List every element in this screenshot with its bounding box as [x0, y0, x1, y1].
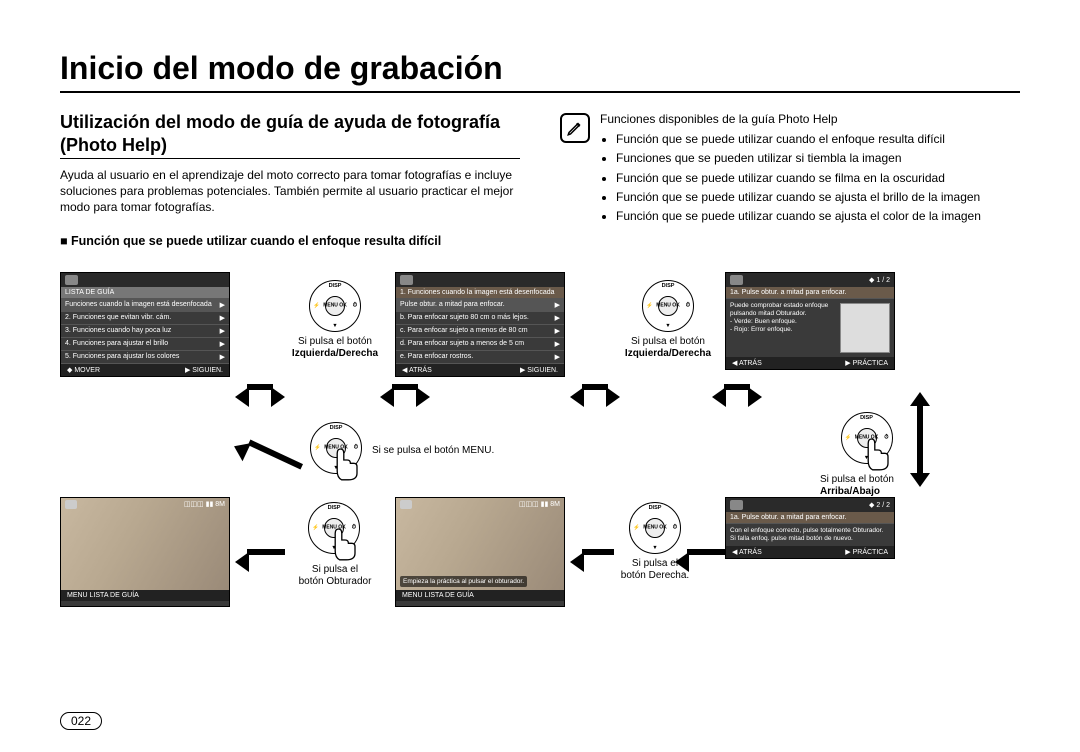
- camera-screen-guide-list: LISTA DE GUÍA Funciones cuando la imagen…: [60, 272, 230, 377]
- flow-diagram: LISTA DE GUÍA Funciones cuando la imagen…: [60, 272, 1020, 652]
- camera-icon: [65, 275, 78, 285]
- note-list: Función que se puede utilizar cuando el …: [600, 131, 1020, 224]
- thumb-illustration: [840, 303, 890, 353]
- hand-menu-step: DISP▼⚡⏱MENU OK Si se pulsa el botón MENU…: [310, 422, 510, 480]
- camera-screen-tip-2: ◆ 2 / 2 1a. Pulse obtur. a mitad para en…: [725, 497, 895, 559]
- camera-screen-live: ◫◫◫ ▮▮ 8M MENU LISTA DE GUÍA: [60, 497, 230, 607]
- note-item: Función que se puede utilizar cuando el …: [616, 131, 1020, 147]
- dpad-step-right: DISP▼⚡⏱MENU OK Si pulsa elbotón Derecha.: [610, 502, 700, 582]
- camera-screen-submenu: 1. Funciones cuando la imagen está desen…: [395, 272, 565, 377]
- note-body: Funciones disponibles de la guía Photo H…: [600, 111, 1020, 227]
- page-title: Inicio del modo de grabación: [60, 50, 1020, 93]
- two-column-layout: Utilización del modo de guía de ayuda de…: [60, 111, 1020, 254]
- arrow-diagonal: [238, 437, 301, 467]
- note-item: Función que se puede utilizar cuando se …: [616, 189, 1020, 205]
- dpad-step-updown: DISP▼⚡⏱MENU OK Si pulsa el botónArriba/A…: [820, 412, 915, 498]
- section-subtitle: Utilización del modo de guía de ayuda de…: [60, 111, 520, 159]
- subsection-heading: ■ Función que se puede utilizar cuando e…: [60, 234, 520, 248]
- right-column: Funciones disponibles de la guía Photo H…: [560, 111, 1020, 254]
- camera-screen-practice: ◫◫◫ ▮▮ 8M Empieza la práctica al pulsar …: [395, 497, 565, 607]
- note-item: Función que se puede utilizar cuando se …: [616, 170, 1020, 186]
- dpad-step-1: DISP▼ ⚡⏱ MENU OK Si pulsa el botónIzquie…: [285, 280, 385, 360]
- left-column: Utilización del modo de guía de ayuda de…: [60, 111, 520, 254]
- note-title: Funciones disponibles de la guía Photo H…: [600, 111, 1020, 127]
- note-item: Función que se puede utilizar cuando se …: [616, 208, 1020, 224]
- camera-screen-tip-1: ◆ 1 / 2 1a. Pulse obtur. a mitad para en…: [725, 272, 895, 370]
- intro-paragraph: Ayuda al usuario en el aprendizaje del m…: [60, 167, 520, 216]
- note-pencil-icon: [560, 113, 590, 143]
- page-number: 022: [60, 712, 102, 730]
- dpad-step-2: DISP▼⚡⏱MENU OK Si pulsa el botónIzquierd…: [618, 280, 718, 360]
- dpad-icon: DISP▼ ⚡⏱ MENU OK: [309, 280, 361, 332]
- note-item: Funciones que se pueden utilizar si tiem…: [616, 150, 1020, 166]
- hand-shutter-step: DISP▼⚡⏱MENU OK Si pulsa elbotón Obturado…: [280, 502, 390, 588]
